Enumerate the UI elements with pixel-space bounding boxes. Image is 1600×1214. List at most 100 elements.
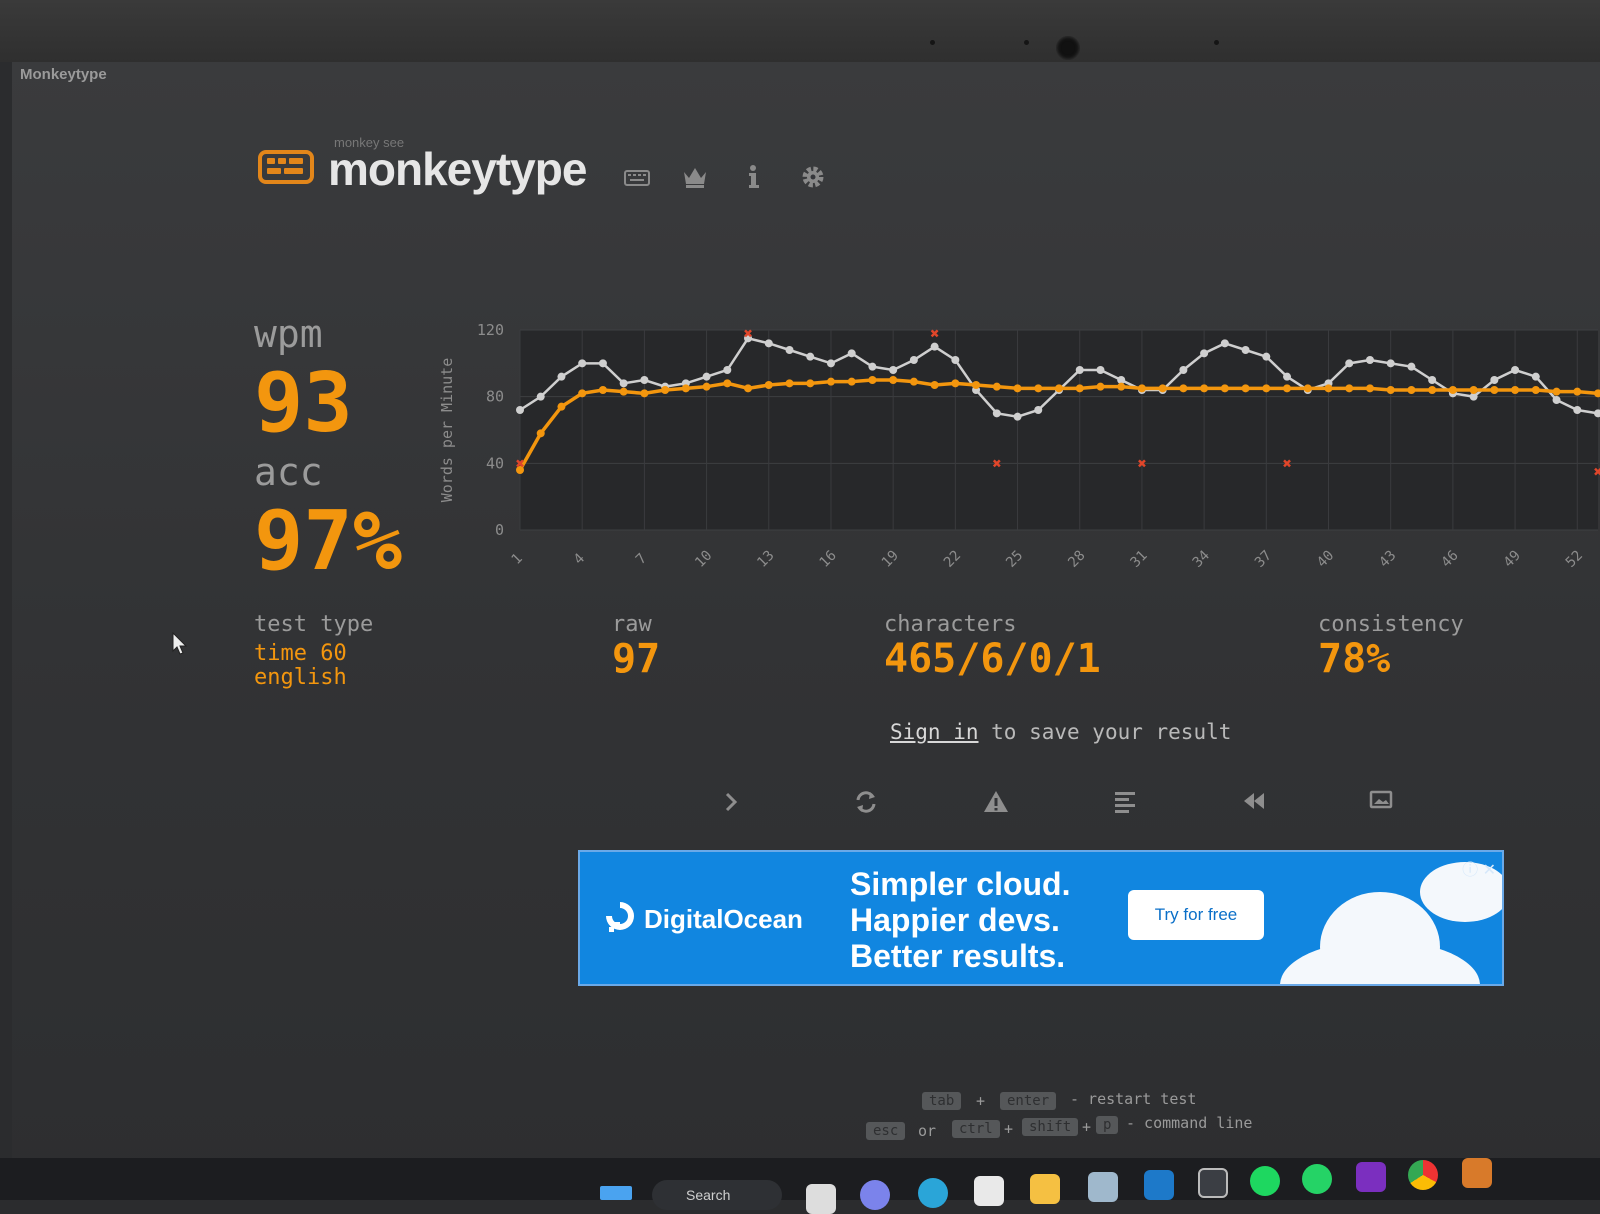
data-point-wpm (702, 382, 711, 391)
data-point-raw (1407, 362, 1416, 371)
test-type-mode[interactable]: time 60 (254, 641, 347, 666)
plus-sign: + (976, 1092, 986, 1110)
test-type-label: test type (254, 612, 374, 637)
data-point-raw (930, 342, 939, 351)
ad-headline: Simpler cloud. Happier devs. Better resu… (850, 866, 1070, 974)
ad-close-icon[interactable]: ⓘ ✕ (1462, 862, 1496, 879)
x-tick-label: 19 (879, 548, 902, 571)
data-point-raw (1283, 372, 1292, 381)
next-test-button[interactable] (720, 788, 750, 818)
x-tick-label: 1 (509, 551, 526, 568)
data-point-wpm (1158, 384, 1167, 393)
file-explorer-icon[interactable] (1030, 1174, 1060, 1204)
data-point-raw (889, 366, 898, 374)
data-point-raw (806, 352, 815, 361)
data-point-raw (1200, 349, 1209, 358)
logo-text[interactable]: monkeytype (328, 143, 587, 195)
ctrl-key: ctrl (952, 1120, 1000, 1138)
chrome-icon[interactable] (1408, 1160, 1438, 1190)
acc-value: 97% (254, 494, 403, 589)
data-point-raw (764, 339, 773, 348)
x-tick-label: 34 (1190, 548, 1213, 571)
data-point-raw (1241, 346, 1250, 354)
app-icon[interactable] (1198, 1168, 1228, 1198)
data-point-wpm (1137, 384, 1146, 393)
data-point-raw (1034, 406, 1043, 414)
data-point-wpm (578, 389, 587, 398)
signin-message: Sign in to save your result (890, 720, 1231, 744)
screenshot-button[interactable] (1368, 788, 1398, 818)
wpm-value: 93 (254, 356, 353, 451)
camera-sensor (1214, 40, 1219, 45)
mouse-cursor-icon (172, 632, 188, 655)
error-marker (1594, 467, 1600, 476)
words-history-button[interactable] (1112, 788, 1142, 818)
vscode-icon[interactable] (1144, 1170, 1174, 1200)
data-point-raw (868, 362, 877, 371)
enter-key: enter (1000, 1092, 1057, 1110)
data-point-raw (598, 359, 607, 368)
ad-banner[interactable]: DigitalOcean Simpler cloud. Happier devs… (578, 850, 1504, 986)
data-point-raw (1345, 359, 1354, 368)
data-point-wpm (516, 466, 524, 474)
test-type-language[interactable]: english (254, 665, 347, 690)
wpm-label: wpm (254, 312, 323, 356)
calculator-icon[interactable] (1088, 1172, 1118, 1202)
data-point-raw (909, 356, 918, 364)
wpm-chart: 0 40 80 120 1 4 7 10 13 16 19 22 25 28 31 34 37 40 43 46 49 5… (438, 320, 1600, 590)
data-point-raw (536, 392, 545, 401)
taskbar (0, 1158, 1600, 1200)
camera-sensor (1024, 40, 1029, 45)
signin-link[interactable]: Sign in (890, 720, 979, 744)
x-tick-label: 31 (1127, 548, 1150, 571)
plot-area (520, 330, 1598, 530)
x-tick-label: 28 (1065, 548, 1088, 571)
info-icon[interactable] (740, 162, 774, 196)
store-icon[interactable] (974, 1176, 1004, 1206)
wpm-chart-svg: 0 40 80 120 1 4 7 10 13 16 19 22 25 28 31 34 37 40 43 46 49 5… (438, 321, 1600, 571)
restart-test-button[interactable] (852, 788, 882, 818)
taskview-icon[interactable] (806, 1184, 836, 1214)
data-point-raw (1179, 366, 1188, 374)
data-point-raw (785, 346, 794, 354)
keyboard-icon[interactable] (622, 162, 656, 196)
window-title: Monkeytype (20, 66, 107, 83)
replay-button[interactable] (1240, 788, 1270, 818)
data-point-wpm (1241, 384, 1250, 393)
spotify-icon[interactable] (1250, 1166, 1280, 1196)
raw-label: raw (612, 612, 652, 637)
y-axis-label: Words per Minute (438, 358, 456, 503)
webcam (1056, 36, 1080, 60)
onenote-icon[interactable] (1356, 1162, 1386, 1192)
whatsapp-icon[interactable] (1302, 1164, 1332, 1194)
error-marker (744, 329, 752, 338)
data-point-wpm (1428, 386, 1437, 394)
data-point-raw (578, 359, 587, 368)
data-point-wpm (868, 376, 877, 384)
data-point-wpm (992, 382, 1001, 391)
logo-keyboard-icon[interactable] (258, 150, 314, 184)
windows-start-icon[interactable] (600, 1186, 632, 1200)
data-point-wpm (1573, 387, 1582, 396)
data-point-wpm (826, 377, 835, 386)
ad-cloud-graphic (1320, 892, 1440, 984)
app-icon[interactable] (1462, 1158, 1492, 1188)
data-point-wpm (806, 379, 815, 388)
gear-icon[interactable] (798, 162, 832, 196)
taskbar-search[interactable]: Search (652, 1180, 782, 1210)
data-point-wpm (1552, 387, 1561, 396)
ad-cloud-graphic (1420, 862, 1502, 922)
acc-label: acc (254, 450, 323, 494)
data-point-wpm (1386, 386, 1395, 394)
data-point-raw (1594, 409, 1600, 418)
consistency-label: consistency (1318, 612, 1464, 637)
ad-cta-button[interactable]: Try for free (1128, 890, 1264, 940)
plus-sign: + (1004, 1120, 1014, 1138)
crown-icon[interactable] (680, 162, 714, 196)
data-point-raw (1220, 339, 1229, 348)
x-tick-label: 7 (633, 551, 650, 568)
report-icon[interactable] (982, 788, 1012, 818)
edge-icon[interactable] (918, 1178, 948, 1208)
data-point-wpm (1490, 386, 1499, 394)
teams-icon[interactable] (860, 1180, 890, 1210)
